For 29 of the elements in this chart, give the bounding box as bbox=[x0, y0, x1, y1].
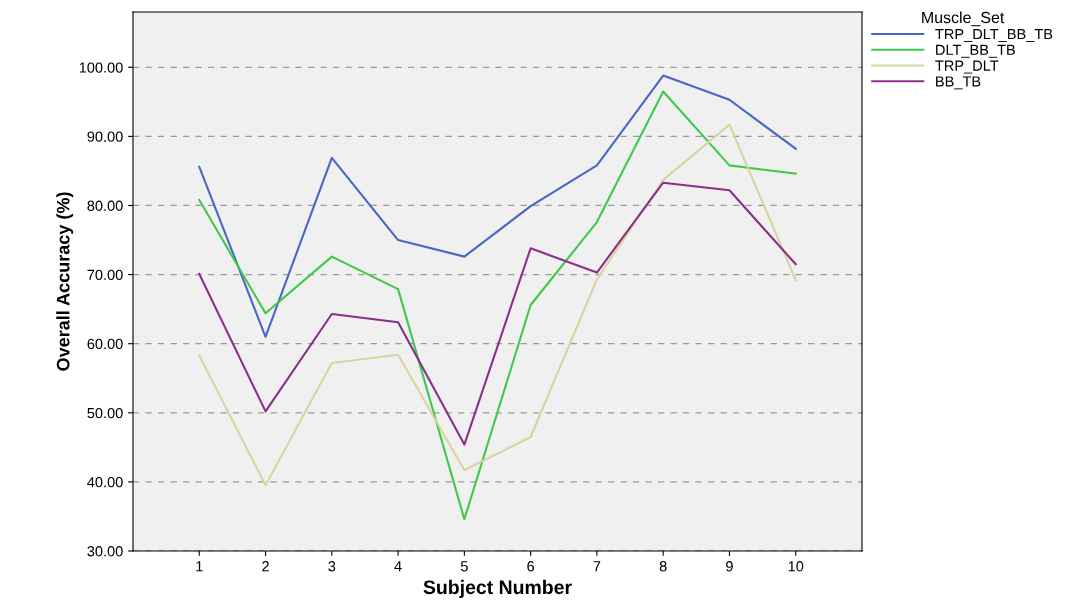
y-tick-label: 40.00 bbox=[87, 477, 123, 488]
x-tick-label: 4 bbox=[394, 561, 402, 572]
line-series bbox=[198, 123, 797, 487]
legend-label: DLT_BB_TB bbox=[936, 44, 1015, 58]
x-tick-label: 9 bbox=[726, 561, 733, 572]
legend-label: TRP_DLT bbox=[935, 60, 999, 74]
y-tick-label: 50.00 bbox=[87, 407, 123, 419]
y-tick-label: 80.00 bbox=[87, 200, 123, 211]
x-tick-label: 3 bbox=[328, 561, 336, 572]
line-series bbox=[198, 74, 797, 338]
y-tick-label: 100.00 bbox=[79, 62, 123, 73]
legend-label: TRP_DLT_BB_TB bbox=[935, 29, 1053, 42]
y-tick-label: 30.00 bbox=[87, 546, 123, 557]
y-tick-label: 90.00 bbox=[87, 131, 123, 142]
x-tick-label: 8 bbox=[659, 561, 667, 572]
x-tick-label: 5 bbox=[460, 561, 468, 572]
x-axis-title: Subject Number bbox=[423, 579, 572, 598]
line-series bbox=[198, 90, 797, 521]
y-axis-title: Overall Accuracy (%) bbox=[56, 192, 74, 371]
x-tick-label: 7 bbox=[593, 561, 601, 572]
x-tick-label: 2 bbox=[262, 561, 269, 572]
legend-label: BB_TB bbox=[936, 76, 981, 90]
x-tick-label: 1 bbox=[196, 561, 203, 572]
y-tick-label: 70.00 bbox=[87, 269, 123, 281]
y-tick-label: 60.00 bbox=[87, 338, 123, 350]
line-series bbox=[198, 181, 797, 446]
x-tick-label: 10 bbox=[788, 561, 804, 572]
legend-title: Muscle_Set bbox=[922, 11, 1005, 27]
x-tick-label: 6 bbox=[527, 561, 535, 572]
